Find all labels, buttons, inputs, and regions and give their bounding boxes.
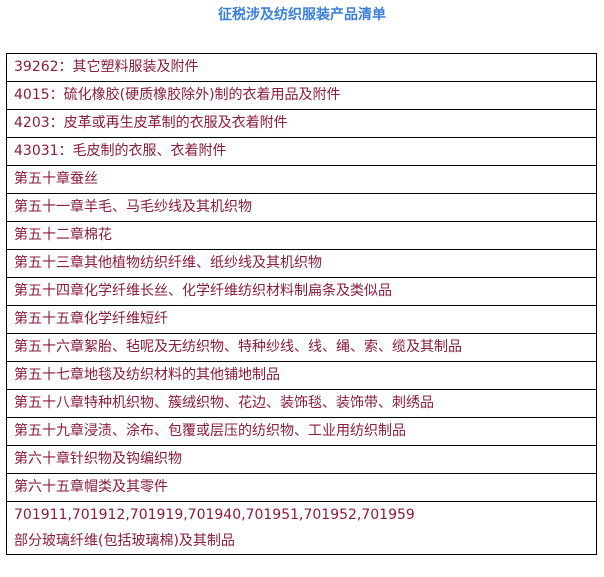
table-row: 第五十六章絮胎、毡呢及无纺织物、特种纱线、线、绳、索、缆及其制品 [6,333,597,362]
table-row: 第五十二章棉花 [6,221,597,250]
product-cell: 39262：其它塑料服装及附件 [6,53,597,82]
product-cell: 第五十一章羊毛、马毛纱线及其机织物 [6,193,597,222]
product-cell: 第六十五章帽类及其零件 [6,473,597,502]
table-row: 第五十九章浸渍、涂布、包覆或层压的纺织物、工业用纺织制品 [6,417,597,446]
product-cell: 第五十章蚕丝 [6,165,597,194]
product-cell: 第五十六章絮胎、毡呢及无纺织物、特种纱线、线、绳、索、缆及其制品 [6,333,597,362]
product-cell: 4203：皮革或再生皮革制的衣服及衣着附件 [6,109,597,138]
table-row: 43031：毛皮制的衣服、衣着附件 [6,137,597,166]
table-row: 4203：皮革或再生皮革制的衣服及衣着附件 [6,109,597,138]
product-cell: 第六十章针织物及钩编织物 [6,445,597,474]
table-row: 第五十一章羊毛、马毛纱线及其机织物 [6,193,597,222]
table-row: 第六十五章帽类及其零件 [6,473,597,502]
product-cell: 第五十二章棉花 [6,221,597,250]
table-row: 39262：其它塑料服装及附件 [6,53,597,82]
table-row: 第五十五章化学纤维短纤 [6,305,597,334]
product-cell: 第五十四章化学纤维长丝、化学纤维纺织材料制扁条及类似品 [6,277,597,306]
product-description: 部分玻璃纤维(包括玻璃棉)及其制品 [14,533,235,549]
product-cell: 43031：毛皮制的衣服、衣着附件 [6,137,597,166]
product-cell: 第五十三章其他植物纺织纤维、纸纱线及其机织物 [6,249,597,278]
product-cell: 第五十五章化学纤维短纤 [6,305,597,334]
table-row: 第五十八章特种机织物、簇绒织物、花边、装饰毯、装饰带、刺绣品 [6,389,597,418]
product-cell: 第五十八章特种机织物、簇绒织物、花边、装饰毯、装饰带、刺绣品 [6,389,597,418]
table-row: 第五十四章化学纤维长丝、化学纤维纺织材料制扁条及类似品 [6,277,597,306]
product-cell: 第五十七章地毯及纺织材料的其他铺地制品 [6,361,597,390]
table-row: 701911,701912,701919,701940,701951,70195… [6,501,597,555]
hs-codes: 701911,701912,701919,701940,701951,70195… [14,507,415,523]
table-row: 第五十七章地毯及纺织材料的其他铺地制品 [6,361,597,390]
table-row: 第五十章蚕丝 [6,165,597,194]
table-row: 第六十章针织物及钩编织物 [6,445,597,474]
product-cell: 701911,701912,701919,701940,701951,70195… [6,501,597,555]
page-title: 征税涉及纺织服装产品清单 [218,7,386,23]
product-list-table: 39262：其它塑料服装及附件 4015：硫化橡胶(硬质橡胶除外)制的衣着用品及附… [6,53,597,555]
product-cell: 第五十九章浸渍、涂布、包覆或层压的纺织物、工业用纺织制品 [6,417,597,446]
table-row: 4015：硫化橡胶(硬质橡胶除外)制的衣着用品及附件 [6,81,597,110]
table-row: 第五十三章其他植物纺织纤维、纸纱线及其机织物 [6,249,597,278]
product-cell: 4015：硫化橡胶(硬质橡胶除外)制的衣着用品及附件 [6,81,597,110]
